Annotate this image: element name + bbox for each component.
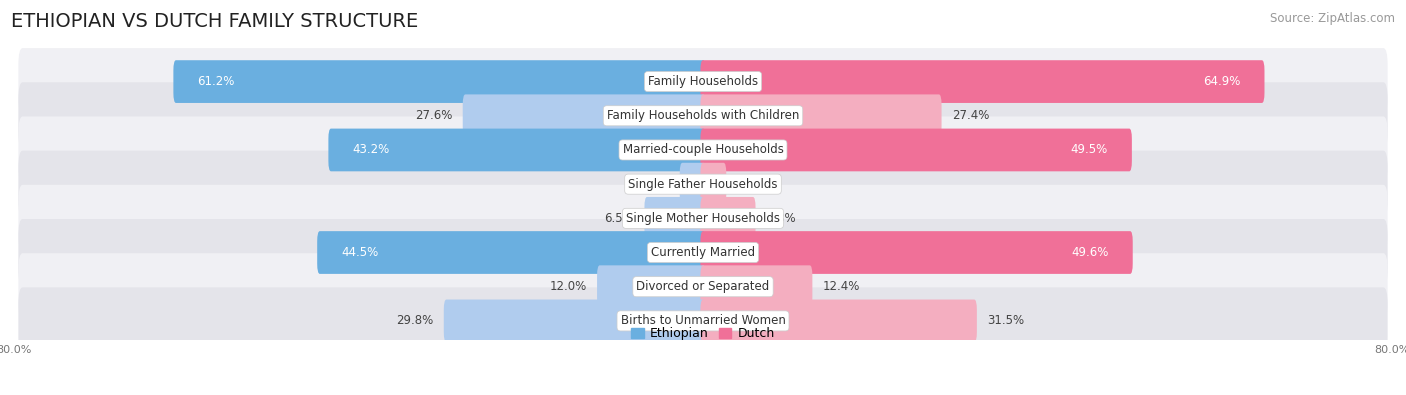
Text: 49.6%: 49.6% [1071, 246, 1108, 259]
Text: Single Father Households: Single Father Households [628, 178, 778, 191]
Text: 27.6%: 27.6% [415, 109, 453, 122]
FancyBboxPatch shape [679, 163, 706, 205]
Text: Married-couple Households: Married-couple Households [623, 143, 783, 156]
Text: 6.5%: 6.5% [605, 212, 634, 225]
Text: ETHIOPIAN VS DUTCH FAMILY STRUCTURE: ETHIOPIAN VS DUTCH FAMILY STRUCTURE [11, 12, 419, 31]
FancyBboxPatch shape [700, 231, 1133, 274]
FancyBboxPatch shape [18, 117, 1388, 183]
Text: Births to Unmarried Women: Births to Unmarried Women [620, 314, 786, 327]
Text: 29.8%: 29.8% [396, 314, 433, 327]
FancyBboxPatch shape [700, 163, 727, 205]
Text: 2.4%: 2.4% [640, 178, 669, 191]
FancyBboxPatch shape [700, 129, 1132, 171]
FancyBboxPatch shape [700, 265, 813, 308]
FancyBboxPatch shape [18, 82, 1388, 149]
FancyBboxPatch shape [18, 253, 1388, 320]
FancyBboxPatch shape [700, 94, 942, 137]
Text: 43.2%: 43.2% [353, 143, 389, 156]
Text: 12.0%: 12.0% [550, 280, 586, 293]
Text: 5.8%: 5.8% [766, 212, 796, 225]
Text: Source: ZipAtlas.com: Source: ZipAtlas.com [1270, 12, 1395, 25]
FancyBboxPatch shape [18, 150, 1388, 218]
Text: Single Mother Households: Single Mother Households [626, 212, 780, 225]
FancyBboxPatch shape [598, 265, 706, 308]
FancyBboxPatch shape [329, 129, 706, 171]
Text: Family Households: Family Households [648, 75, 758, 88]
Text: 27.4%: 27.4% [952, 109, 990, 122]
Text: Currently Married: Currently Married [651, 246, 755, 259]
Text: 49.5%: 49.5% [1070, 143, 1108, 156]
FancyBboxPatch shape [444, 299, 706, 342]
FancyBboxPatch shape [463, 94, 706, 137]
Text: 31.5%: 31.5% [987, 314, 1025, 327]
Text: 2.4%: 2.4% [737, 178, 766, 191]
FancyBboxPatch shape [700, 197, 755, 240]
FancyBboxPatch shape [18, 48, 1388, 115]
Text: 64.9%: 64.9% [1204, 75, 1240, 88]
FancyBboxPatch shape [18, 185, 1388, 252]
FancyBboxPatch shape [700, 60, 1264, 103]
FancyBboxPatch shape [700, 299, 977, 342]
Text: Family Households with Children: Family Households with Children [607, 109, 799, 122]
Text: 12.4%: 12.4% [823, 280, 860, 293]
FancyBboxPatch shape [18, 288, 1388, 354]
Legend: Ethiopian, Dutch: Ethiopian, Dutch [626, 322, 780, 345]
Text: Divorced or Separated: Divorced or Separated [637, 280, 769, 293]
Text: 44.5%: 44.5% [342, 246, 378, 259]
FancyBboxPatch shape [318, 231, 706, 274]
FancyBboxPatch shape [173, 60, 706, 103]
Text: 61.2%: 61.2% [197, 75, 235, 88]
FancyBboxPatch shape [18, 219, 1388, 286]
FancyBboxPatch shape [644, 197, 706, 240]
